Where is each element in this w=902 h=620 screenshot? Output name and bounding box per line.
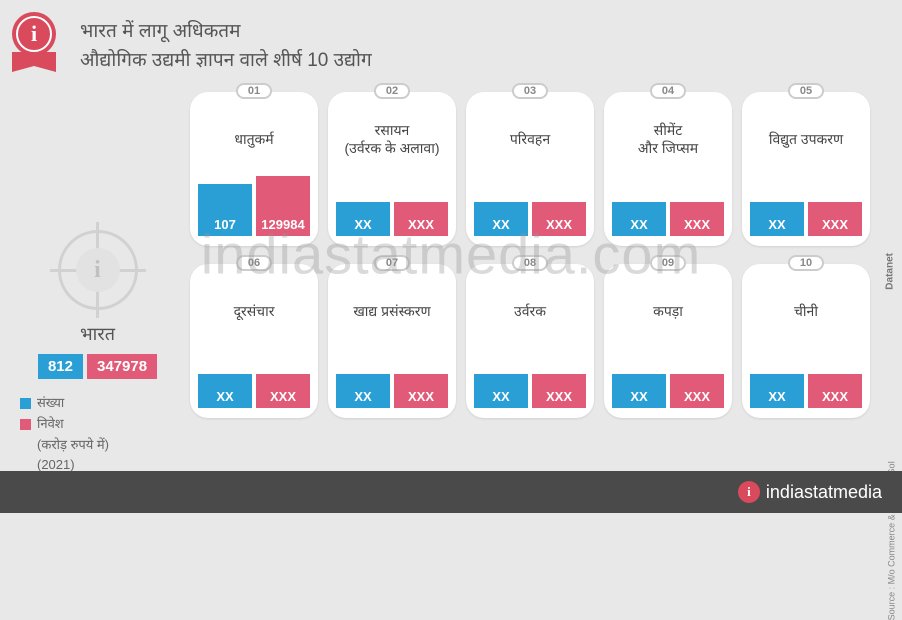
investment-bar: XXX bbox=[532, 374, 586, 408]
rank-badge: 06 bbox=[236, 255, 272, 271]
footer-bar: i indiastatmedia bbox=[0, 471, 902, 513]
card-title: परिवहन bbox=[504, 110, 556, 168]
industry-card: 03परिवहनXXXXX bbox=[466, 92, 594, 246]
footer-logo: i indiastatmedia bbox=[738, 481, 882, 503]
legend: संख्या निवेश (करोड़ रुपये में) (2021) bbox=[20, 393, 175, 476]
investment-bar: XXX bbox=[394, 374, 448, 408]
count-bar: XX bbox=[612, 374, 666, 408]
title-line2: औद्योगिक उद्यमी ज्ञापन वाले शीर्ष 10 उद्… bbox=[80, 47, 372, 76]
legend-unit: (करोड़ रुपये में) bbox=[20, 435, 175, 456]
side-panel: i भारत 812 347978 संख्या निवेश (करोड़ रु… bbox=[20, 230, 175, 476]
rank-badge: 07 bbox=[374, 255, 410, 271]
card-bars: XXXXX bbox=[474, 374, 586, 408]
rank-badge: 04 bbox=[650, 83, 686, 99]
card-title: उर्वरक bbox=[508, 282, 552, 340]
rank-badge: 08 bbox=[512, 255, 548, 271]
footer-brand: indiastatmedia bbox=[766, 482, 882, 503]
india-values: 812 347978 bbox=[20, 354, 175, 379]
count-bar: 107 bbox=[198, 184, 252, 236]
industry-card: 05विद्युत उपकरणXXXXX bbox=[742, 92, 870, 246]
investment-bar: XXX bbox=[532, 202, 586, 236]
industry-card: 06दूरसंचारXXXXX bbox=[190, 264, 318, 418]
legend-investment: निवेश bbox=[37, 416, 64, 431]
rank-badge: 09 bbox=[650, 255, 686, 271]
investment-bar: XXX bbox=[808, 202, 862, 236]
industry-card: 01धातुकर्म107129984 bbox=[190, 92, 318, 246]
card-title: खाद्य प्रसंस्करण bbox=[347, 282, 436, 340]
investment-bar: XXX bbox=[808, 374, 862, 408]
card-bars: XXXXX bbox=[336, 202, 448, 236]
investment-bar: XXX bbox=[670, 202, 724, 236]
industry-card: 09कपड़ाXXXXX bbox=[604, 264, 732, 418]
industry-card: 02रसायन(उर्वरक के अलावा)XXXXX bbox=[328, 92, 456, 246]
card-title: रसायन(उर्वरक के अलावा) bbox=[338, 110, 445, 168]
industry-card: 10चीनीXXXXX bbox=[742, 264, 870, 418]
investment-bar: XXX bbox=[670, 374, 724, 408]
industry-card: 04सीमेंटऔर जिप्समXXXXX bbox=[604, 92, 732, 246]
datanet-text: Datanet bbox=[885, 253, 896, 290]
card-title: विद्युत उपकरण bbox=[763, 110, 849, 168]
rank-badge: 03 bbox=[512, 83, 548, 99]
industry-card: 07खाद्य प्रसंस्करणXXXXX bbox=[328, 264, 456, 418]
card-title: धातुकर्म bbox=[228, 110, 279, 168]
investment-bar: XXX bbox=[256, 374, 310, 408]
legend-count: संख्या bbox=[37, 395, 64, 410]
card-title: दूरसंचार bbox=[228, 282, 281, 340]
card-bars: XXXXX bbox=[750, 374, 862, 408]
rank-badge: 01 bbox=[236, 83, 272, 99]
investment-bar: XXX bbox=[394, 202, 448, 236]
count-bar: XX bbox=[750, 374, 804, 408]
count-bar: XX bbox=[612, 202, 666, 236]
info-badge: i bbox=[12, 12, 62, 82]
card-title: सीमेंटऔर जिप्सम bbox=[632, 110, 704, 168]
count-bar: XX bbox=[474, 202, 528, 236]
count-bar: XX bbox=[336, 374, 390, 408]
rank-badge: 05 bbox=[788, 83, 824, 99]
card-title: चीनी bbox=[788, 282, 824, 340]
info-icon: i bbox=[31, 21, 37, 47]
india-investment-chip: 347978 bbox=[87, 354, 157, 379]
page-title: भारत में लागू अधिकतम औद्योगिक उद्यमी ज्ञ… bbox=[80, 18, 372, 75]
legend-blue-swatch bbox=[20, 398, 31, 409]
count-bar: XX bbox=[336, 202, 390, 236]
investment-bar: 129984 bbox=[256, 176, 310, 236]
card-bars: XXXXX bbox=[474, 202, 586, 236]
footer-icon: i bbox=[738, 481, 760, 503]
title-line1: भारत में लागू अधिकतम bbox=[80, 18, 372, 47]
card-bars: XXXXX bbox=[336, 374, 448, 408]
rank-badge: 10 bbox=[788, 255, 824, 271]
card-bars: XXXXX bbox=[198, 374, 310, 408]
cards-grid: 01धातुकर्म10712998402रसायन(उर्वरक के अला… bbox=[190, 92, 870, 418]
industry-card: 08उर्वरकXXXXX bbox=[466, 264, 594, 418]
count-bar: XX bbox=[198, 374, 252, 408]
card-bars: XXXXX bbox=[750, 202, 862, 236]
legend-pink-swatch bbox=[20, 419, 31, 430]
card-bars: XXXXX bbox=[612, 374, 724, 408]
infographic-container: i भारत में लागू अधिकतम औद्योगिक उद्यमी ज… bbox=[0, 0, 902, 513]
crosshair-logo: i bbox=[58, 230, 138, 310]
count-bar: XX bbox=[474, 374, 528, 408]
card-title: कपड़ा bbox=[647, 282, 689, 340]
india-label: भारत bbox=[20, 322, 175, 346]
card-bars: XXXXX bbox=[612, 202, 724, 236]
rank-badge: 02 bbox=[374, 83, 410, 99]
india-count-chip: 812 bbox=[38, 354, 83, 379]
card-bars: 107129984 bbox=[198, 176, 310, 236]
count-bar: XX bbox=[750, 202, 804, 236]
